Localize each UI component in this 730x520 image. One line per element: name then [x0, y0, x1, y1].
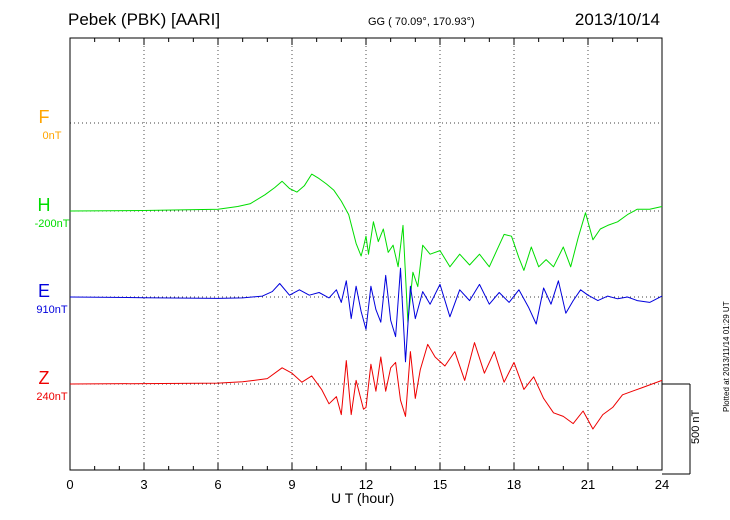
- date-label: 2013/10/14: [574, 10, 660, 29]
- x-tick-label: 3: [140, 477, 147, 492]
- series-e-line: [69, 267, 663, 363]
- component-baseline-e: 910nT: [36, 304, 68, 316]
- x-tick-label: 21: [581, 477, 595, 492]
- coordinates-label: GG ( 70.09°, 170.93°): [368, 16, 475, 28]
- component-baseline-z: 240nT: [36, 391, 68, 403]
- x-tick-label: 18: [507, 477, 521, 492]
- x-tick-label: 15: [433, 477, 447, 492]
- plot-frame: [69, 37, 663, 471]
- component-baseline-f: 0nT: [42, 130, 62, 142]
- component-letter-f: F: [38, 107, 50, 127]
- x-axis-ticks: 0 3 6 9 12 15 18 21 24: [66, 477, 669, 492]
- x-tick-label: 0: [66, 477, 73, 492]
- x-tick-label: 6: [214, 477, 221, 492]
- series-z-line: [69, 342, 663, 430]
- component-letter-e: E: [37, 281, 50, 301]
- x-axis-label: U T (hour): [331, 490, 395, 506]
- scale-bar: [662, 383, 691, 475]
- component-letter-z: Z: [38, 368, 50, 388]
- series-h-line: [69, 173, 663, 324]
- x-tick-label: 9: [288, 477, 295, 492]
- x-tick-label: 12: [359, 477, 373, 492]
- component-baseline-h: -200nT: [34, 218, 70, 230]
- scale-bar-label: 500 nT: [690, 409, 702, 444]
- x-tick-label: 24: [655, 477, 669, 492]
- grid: [70, 38, 662, 470]
- series-layer: [69, 173, 663, 430]
- component-letter-h: H: [37, 195, 51, 215]
- plotted-timestamp: Plotted at 2013/11/14 01:29 UT: [722, 301, 730, 412]
- station-title: Pebek (PBK) [AARI]: [68, 10, 221, 29]
